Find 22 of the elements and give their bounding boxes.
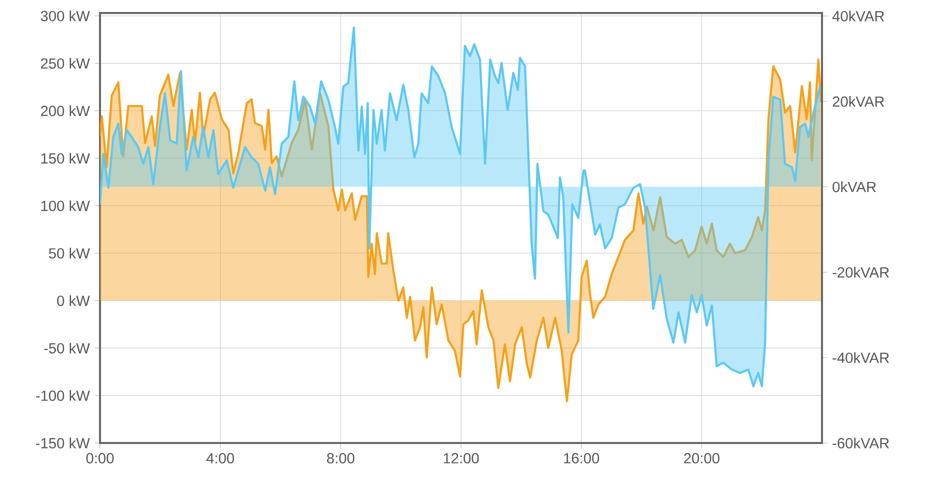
y2-tick-label: -60kVAR: [832, 438, 889, 448]
y2-tick-label: -20kVAR: [832, 266, 889, 278]
y-tick-label: 0 kW: [57, 295, 90, 306]
y-tick-label: 200 kW: [40, 105, 90, 116]
y2-tick-label: 40kVAR: [832, 10, 884, 22]
y-tick-label: -50 kW: [44, 342, 90, 354]
y-tick-label: 100 kW: [41, 200, 90, 212]
y-tick-label: -150 kW: [36, 438, 90, 448]
y-tick-label: 250 kW: [40, 58, 90, 69]
y-tick-label: 50 kW: [48, 248, 90, 259]
x-tick-label: 20:00: [684, 453, 720, 464]
y2-tick-label: 20kVAR: [832, 96, 884, 107]
y-tick-label: 300 kW: [40, 10, 90, 22]
x-tick-label: 8:00: [327, 453, 354, 464]
y-tick-label: 150 kW: [41, 152, 90, 164]
x-tick-label: 4:00: [206, 453, 234, 464]
x-tick-label: 0:00: [86, 453, 114, 464]
y2-tick-label: -40kVAR: [832, 352, 889, 363]
y-tick-label: -100 kW: [36, 390, 90, 401]
y2-tick-label: 0kVAR: [832, 181, 876, 192]
x-tick-label: 16:00: [564, 453, 600, 464]
x-tick-label: 12:00: [444, 453, 479, 464]
